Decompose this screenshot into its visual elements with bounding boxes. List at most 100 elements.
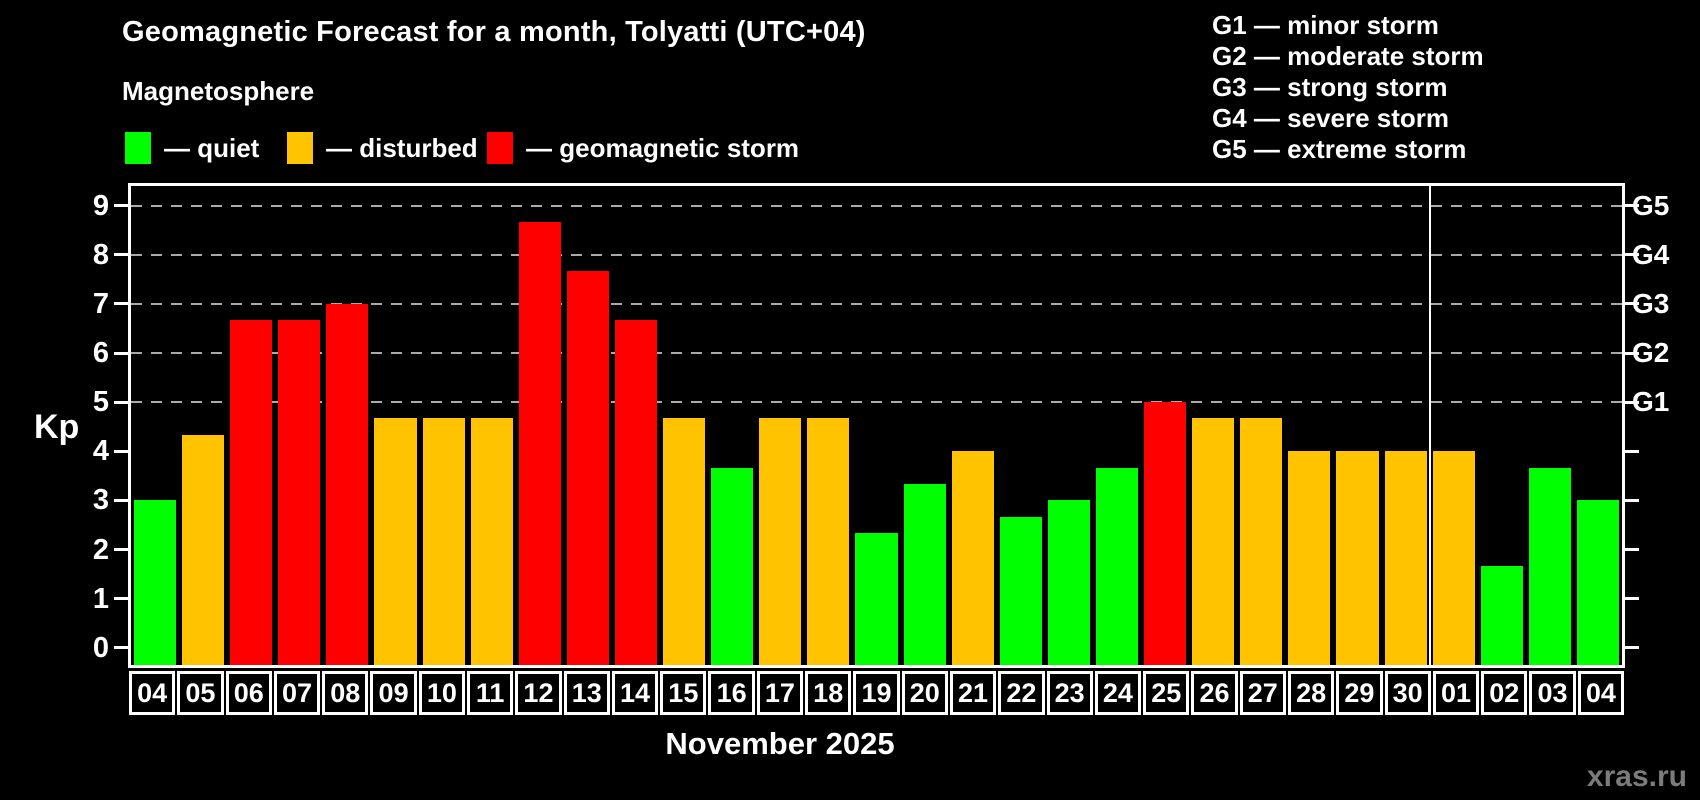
g-scale-label-g5: G5 — [1632, 189, 1670, 221]
y-tick-right-0 — [1625, 646, 1639, 650]
legend-label-disturbed: — disturbed — [326, 132, 478, 163]
bar-day-02 — [1480, 565, 1523, 665]
day-label-30-26: 30 — [1384, 671, 1431, 715]
g-scale-label-g2: G2 — [1632, 337, 1670, 369]
y-tick-left-6 — [114, 351, 128, 355]
g-legend-line-g3: G3 — strong storm — [1212, 72, 1448, 102]
gridline-kp-6 — [131, 352, 1622, 355]
gridline-kp-9 — [131, 204, 1622, 207]
y-tick-label-9: 9 — [92, 189, 109, 222]
y-tick-right-2 — [1625, 548, 1639, 552]
y-tick-label-5: 5 — [92, 386, 109, 419]
y-tick-label-7: 7 — [92, 287, 109, 320]
y-tick-label-0: 0 — [92, 631, 109, 664]
bar-day-15 — [663, 418, 706, 665]
legend-item-disturbed: — disturbed — [287, 128, 478, 168]
subtitle-magnetosphere: Magnetosphere — [122, 76, 315, 106]
day-label-12-8: 12 — [515, 671, 562, 715]
bar-day-26 — [1192, 418, 1235, 665]
y-tick-left-2 — [114, 548, 128, 552]
disturbed-color-swatch — [287, 132, 313, 164]
bar-day-11 — [470, 418, 513, 665]
day-label-18-14: 18 — [805, 671, 852, 715]
bar-day-03 — [1528, 467, 1571, 665]
bar-day-04 — [134, 500, 177, 665]
bar-day-25 — [1144, 402, 1187, 665]
bar-day-13 — [566, 271, 609, 665]
g-legend-line-g1: G1 — minor storm — [1212, 10, 1439, 40]
day-label-02-28: 02 — [1481, 671, 1528, 715]
bar-day-20 — [903, 484, 946, 665]
month-separator-line — [1428, 186, 1431, 665]
g-scale-label-g4: G4 — [1632, 238, 1670, 270]
y-tick-label-1: 1 — [92, 582, 109, 615]
bar-day-30 — [1384, 451, 1427, 665]
day-label-11-7: 11 — [467, 671, 514, 715]
bar-day-21 — [951, 451, 994, 665]
legend-item-storm: — geomagnetic storm — [487, 128, 799, 168]
day-label-06-2: 06 — [225, 671, 272, 715]
y-tick-right-6 — [1625, 351, 1639, 355]
bar-day-29 — [1336, 451, 1379, 665]
day-label-14-10: 14 — [611, 671, 659, 715]
y-tick-right-3 — [1625, 498, 1639, 502]
y-tick-right-9 — [1625, 204, 1639, 208]
day-label-01-27: 01 — [1432, 671, 1480, 715]
bar-day-01 — [1432, 451, 1475, 665]
y-tick-label-6: 6 — [92, 337, 109, 370]
day-label-23-19: 23 — [1046, 671, 1093, 715]
bar-day-10 — [422, 418, 465, 665]
y-tick-label-2: 2 — [92, 533, 109, 566]
y-tick-left-3 — [114, 498, 128, 502]
quiet-color-swatch — [125, 132, 151, 164]
y-tick-label-4: 4 — [92, 435, 109, 468]
y-tick-label-8: 8 — [92, 238, 109, 271]
y-tick-right-1 — [1625, 597, 1639, 601]
day-label-19-15: 19 — [853, 671, 900, 715]
legend-label-quiet: — quiet — [164, 132, 260, 163]
bar-day-28 — [1288, 451, 1331, 665]
gridline-kp-5 — [131, 401, 1622, 404]
g-legend-line-g5: G5 — extreme storm — [1212, 134, 1467, 164]
bar-day-19 — [855, 533, 898, 665]
day-label-16-12: 16 — [708, 671, 755, 715]
day-label-26-22: 26 — [1191, 671, 1238, 715]
day-label-24-20: 24 — [1094, 671, 1142, 715]
day-label-29-25: 29 — [1336, 671, 1383, 715]
y-tick-right-8 — [1625, 253, 1639, 257]
day-label-13-9: 13 — [563, 671, 610, 715]
y-tick-left-0 — [114, 646, 128, 650]
watermark: xras.ru — [1586, 760, 1687, 793]
day-label-25-21: 25 — [1143, 671, 1190, 715]
bar-day-06 — [230, 320, 273, 665]
bar-day-23 — [1047, 500, 1090, 665]
bar-day-18 — [807, 418, 850, 665]
g-legend-line-g2: G2 — moderate storm — [1212, 41, 1484, 71]
y-tick-right-7 — [1625, 302, 1639, 306]
bar-day-08 — [326, 303, 369, 665]
y-tick-left-4 — [114, 449, 128, 453]
bar-day-22 — [999, 516, 1042, 665]
gridline-kp-8 — [131, 253, 1622, 256]
bar-day-05 — [182, 435, 225, 665]
g-scale-label-g1: G1 — [1632, 386, 1670, 418]
day-label-21-17: 21 — [949, 671, 997, 715]
y-tick-label-3: 3 — [92, 484, 109, 517]
day-label-03-29: 03 — [1529, 671, 1576, 715]
day-label-05-1: 05 — [177, 671, 224, 715]
storm-color-swatch — [487, 132, 513, 164]
kp-axis-title: Kp — [34, 408, 80, 446]
bar-day-14 — [614, 320, 658, 665]
day-label-17-13: 17 — [756, 671, 804, 715]
bar-day-09 — [374, 418, 417, 665]
y-tick-left-1 — [114, 597, 128, 601]
g-scale-label-g3: G3 — [1632, 287, 1670, 319]
legend-label-storm: — geomagnetic storm — [526, 132, 800, 163]
bar-day-07 — [278, 320, 321, 665]
y-tick-right-4 — [1625, 449, 1639, 453]
legend-item-quiet: — quiet — [125, 128, 259, 168]
day-label-22-18: 22 — [998, 671, 1045, 715]
month-label: November 2025 — [665, 726, 895, 761]
day-label-10-6: 10 — [418, 671, 466, 715]
